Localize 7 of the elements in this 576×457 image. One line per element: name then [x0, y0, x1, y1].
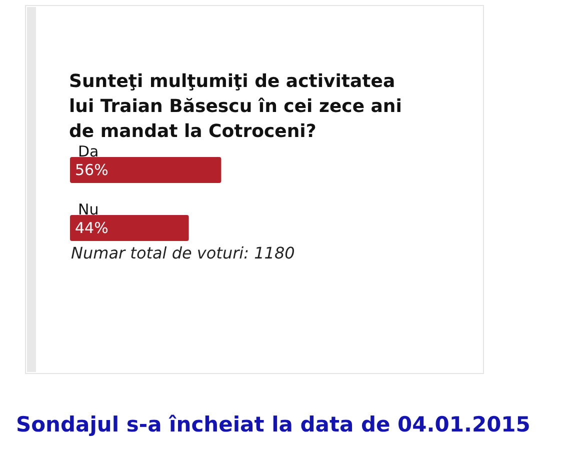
- text: Numar total de voturi: 1180: [71, 244, 295, 262]
- y-tick-label: Da: [78, 142, 99, 160]
- y-tick-label: Nu: [78, 200, 99, 218]
- chart-title: Sunteţi mulţumiţi de activitatea lui Traian Băsescu în cei zece ani de mandat la Cotroceni?: [69, 71, 408, 142]
- data-label: 56%: [75, 161, 108, 179]
- text: Sondajul s-a încheiat la data de 04.01.2015: [16, 412, 530, 436]
- data-label: 44%: [75, 219, 108, 237]
